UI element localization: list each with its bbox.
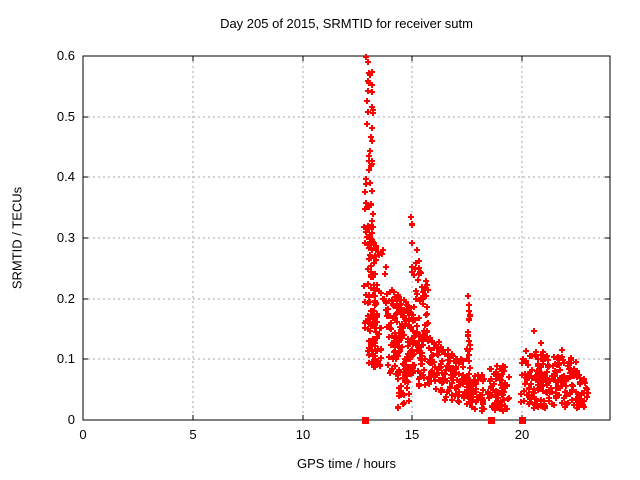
on-axis-square-markers: [362, 417, 526, 424]
x-axis-title: GPS time / hours: [297, 456, 396, 471]
scatter-points: [361, 54, 591, 414]
chart-title: Day 205 of 2015, SRMTID for receiver sut…: [220, 16, 473, 31]
grid-lines: [83, 56, 610, 420]
axis-ticks: [82, 55, 610, 421]
